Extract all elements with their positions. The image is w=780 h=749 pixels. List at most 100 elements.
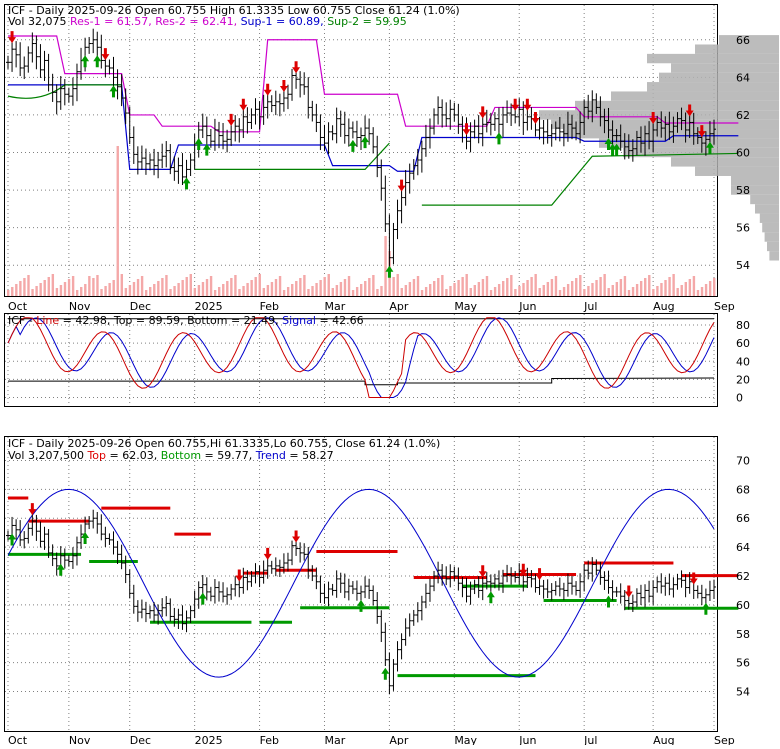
buy-arrow — [494, 132, 503, 145]
price-y-tick: 54 — [736, 259, 750, 272]
volume-bar — [234, 275, 237, 296]
volume-bar — [591, 283, 594, 296]
bottom-value: = 59.77, — [201, 449, 256, 462]
volume-bar — [355, 287, 359, 296]
volume-bar — [530, 277, 533, 296]
trend-x-tick: May — [454, 734, 477, 745]
bottom-label: Bottom — [161, 449, 201, 462]
volume-bar — [627, 290, 631, 296]
volume-bar — [327, 274, 330, 296]
buy-arrow — [361, 136, 370, 149]
volume-bar — [136, 279, 140, 296]
volume-bar — [648, 275, 651, 296]
buy-arrow — [612, 143, 621, 156]
volume-bar — [140, 276, 144, 296]
volume-bar — [295, 281, 298, 296]
volume-bar — [485, 276, 489, 296]
volume-bar — [526, 280, 529, 296]
sup1-label: Sup-1 = 60.89, — [241, 15, 324, 28]
volume-bar — [335, 285, 339, 296]
profile-bar — [539, 110, 779, 120]
volume-bar — [522, 283, 525, 296]
volume-bar — [169, 289, 172, 296]
volume-bars — [7, 146, 716, 296]
volume-bar — [246, 283, 249, 296]
buy-arrow — [109, 85, 118, 98]
volume-bar — [7, 290, 10, 296]
buy-arrow — [604, 137, 613, 150]
oscillator-y-axis: 80 60 40 20 0 — [736, 319, 750, 404]
trend-volume-label: Vol 3,207,500 — [8, 449, 87, 462]
trend-band — [7, 488, 715, 678]
profile-bar — [719, 35, 779, 45]
volume-bar — [153, 284, 156, 296]
volume-bar — [668, 277, 671, 296]
profile-bar — [759, 213, 779, 223]
volume-bar — [554, 276, 558, 296]
volume-bar — [112, 280, 115, 296]
signal-arrows — [8, 31, 714, 278]
trend-x-axis: Oct Nov Dec 2025 Feb Mar Apr May Jun Jul Aug Sep — [8, 734, 735, 747]
volume-bar — [469, 288, 472, 296]
volume-bar — [55, 288, 59, 296]
volume-bar — [351, 290, 355, 296]
volume-bar — [461, 277, 464, 296]
volume-bar — [550, 279, 554, 296]
profile-bar — [767, 241, 779, 252]
volume-bar — [473, 285, 477, 296]
volume-bar — [165, 275, 168, 296]
volume-bar — [635, 284, 639, 296]
trend-y-tick: 66 — [736, 512, 750, 525]
volume-bar — [713, 278, 716, 296]
trend-buy-arrow — [381, 667, 390, 680]
volume-bar — [75, 290, 79, 296]
volume-bar — [262, 288, 266, 296]
volume-bar — [291, 284, 294, 296]
volume-bar — [644, 278, 647, 296]
volume-bar — [631, 287, 635, 296]
volume-bar — [457, 280, 460, 296]
volume-bar — [104, 286, 107, 296]
volume-bar — [23, 278, 26, 296]
volume-bar — [441, 275, 444, 296]
volume-bar — [161, 278, 164, 296]
sell-arrow — [101, 48, 110, 61]
volume-bar — [226, 281, 229, 296]
volume-bar — [181, 280, 184, 296]
trend-y-tick: 70 — [736, 454, 750, 467]
volume-bar — [558, 290, 562, 296]
volume-bar — [396, 274, 399, 296]
volume-bar — [177, 283, 180, 296]
sell-arrow — [685, 104, 694, 117]
volume-bar — [43, 280, 46, 296]
volume-bar — [424, 287, 428, 296]
buy-arrow — [93, 55, 102, 68]
volume-bar — [307, 289, 310, 296]
signal-label: Signal — [282, 314, 316, 327]
volume-bar — [619, 279, 623, 296]
volume-bar — [303, 275, 306, 296]
volume-bar — [514, 289, 517, 296]
volume-bar — [404, 285, 408, 296]
trend-value: = 58.27 — [286, 449, 334, 462]
volume-bar — [542, 285, 545, 296]
profile-bar — [695, 166, 779, 176]
volume-bar — [372, 275, 375, 296]
volume-bar — [477, 282, 481, 296]
volume-bar — [570, 281, 574, 296]
volume-bar — [368, 278, 371, 296]
profile-bar — [731, 175, 779, 186]
profile-bar — [750, 194, 779, 205]
oscillator-title: ICF - — [8, 314, 36, 327]
volume-bar — [258, 274, 261, 296]
trend-x-tick: Feb — [260, 734, 279, 745]
volume-bar — [31, 289, 34, 296]
volume-bar — [144, 290, 148, 296]
price-title: ICF - Daily 2025-09-26 Open 60.755 High … — [8, 4, 460, 17]
volume-bar — [502, 281, 505, 296]
buy-arrow — [705, 141, 714, 154]
volume-bar — [376, 289, 379, 296]
volume-bar — [579, 275, 582, 296]
volume-bar — [400, 288, 403, 296]
volume-bar — [92, 278, 95, 296]
